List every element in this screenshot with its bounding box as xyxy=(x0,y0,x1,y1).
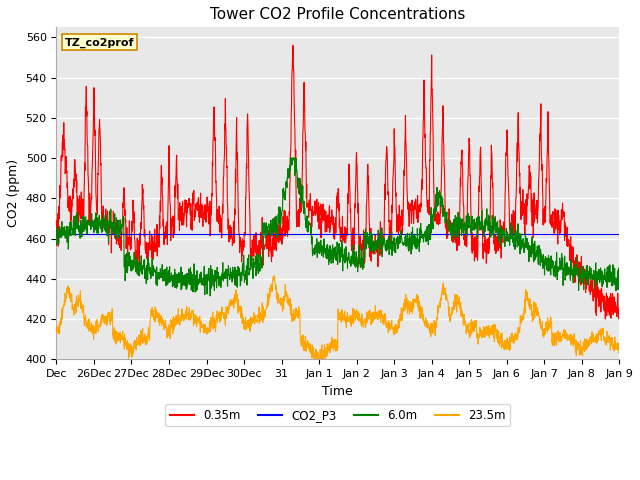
Title: Tower CO2 Profile Concentrations: Tower CO2 Profile Concentrations xyxy=(210,7,465,22)
Y-axis label: CO2 (ppm): CO2 (ppm) xyxy=(7,159,20,228)
Legend: 0.35m, CO2_P3, 6.0m, 23.5m: 0.35m, CO2_P3, 6.0m, 23.5m xyxy=(165,404,510,426)
X-axis label: Time: Time xyxy=(323,384,353,397)
Text: TZ_co2prof: TZ_co2prof xyxy=(65,37,134,48)
